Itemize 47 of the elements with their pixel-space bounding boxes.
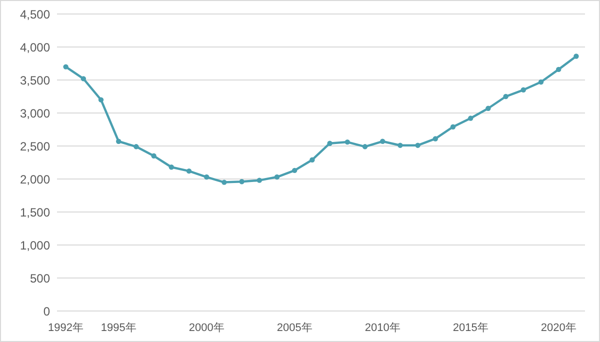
point [520, 87, 526, 92]
point [239, 179, 244, 184]
x-tick-label: 2010年 [364, 322, 400, 334]
point [362, 144, 368, 150]
x-tick-label: 2005年 [276, 322, 312, 334]
point [80, 76, 86, 82]
point [415, 142, 420, 148]
point [116, 138, 122, 144]
x-tick-label: 1992年 [48, 322, 84, 334]
point [432, 136, 438, 142]
x-tick-label: 2015年 [452, 322, 488, 334]
y-tick-label: 0 [43, 304, 50, 318]
point [468, 116, 474, 121]
point [274, 174, 280, 180]
point [327, 140, 332, 146]
point [168, 164, 174, 170]
point [292, 168, 298, 174]
y-tick-label: 500 [30, 272, 50, 286]
point [310, 157, 315, 162]
y-tick-label: 2,500 [20, 140, 50, 154]
y-tick-label: 4,000 [20, 40, 50, 54]
y-tick-label: 3,500 [20, 74, 50, 88]
point [186, 168, 192, 174]
point [538, 79, 544, 85]
point [256, 178, 262, 183]
point [344, 139, 350, 145]
point [151, 153, 156, 158]
point [380, 138, 386, 144]
point [134, 144, 139, 150]
x-tick-label: 2020年 [540, 322, 576, 334]
point [98, 97, 104, 102]
point [204, 174, 210, 180]
y-tick-label: 1,500 [20, 206, 50, 220]
x-tick-label: 1995年 [100, 322, 136, 334]
point [486, 106, 491, 111]
y-tick-label: 3,000 [20, 106, 50, 120]
y-tick-label: 4,500 [20, 8, 50, 22]
point [222, 180, 227, 185]
point [398, 142, 403, 148]
y-tick-label: 1,000 [20, 238, 50, 252]
y-tick-label: 2,000 [20, 172, 50, 186]
point [450, 124, 456, 130]
point [503, 94, 508, 100]
point [574, 54, 579, 59]
point [63, 64, 68, 70]
point [556, 66, 562, 72]
x-tick-label: 2000年 [188, 322, 224, 334]
